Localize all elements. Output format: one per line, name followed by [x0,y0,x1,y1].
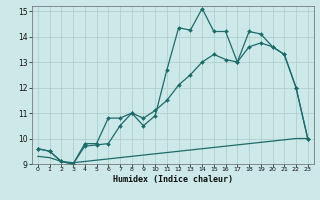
X-axis label: Humidex (Indice chaleur): Humidex (Indice chaleur) [113,175,233,184]
